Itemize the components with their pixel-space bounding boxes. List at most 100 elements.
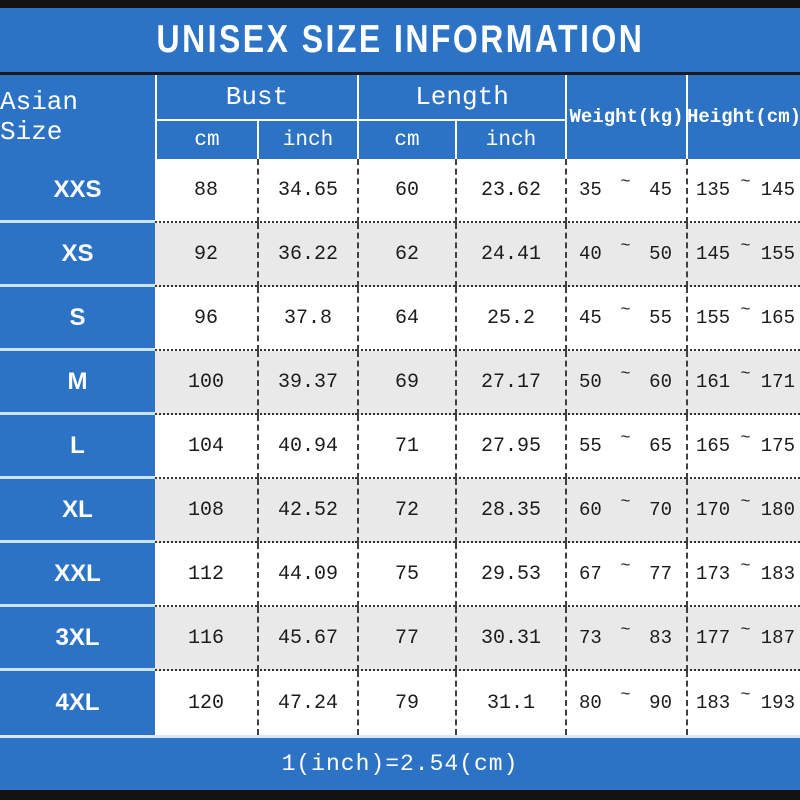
bust-cm-cell: 108: [155, 479, 257, 543]
range-tilde: ~: [740, 428, 751, 448]
length-cm-cell: 77: [357, 607, 455, 671]
range-tilde: ~: [740, 364, 751, 384]
bottom-frame-bar: [0, 790, 800, 800]
size-label: XL: [0, 479, 155, 543]
height-range-cell: 165 ~175: [686, 415, 800, 479]
bust-cm-cell: 104: [155, 415, 257, 479]
height-range-cell: 183 ~193: [686, 671, 800, 735]
table-row: XXS 88 34.65 60 23.62 35 ~45 135 ~145: [0, 159, 800, 223]
weight-range-cell: 67 ~77: [565, 543, 686, 607]
length-cm-cell: 75: [357, 543, 455, 607]
range-tilde: ~: [620, 492, 631, 512]
height-max: 180: [760, 499, 795, 521]
weight-min: 35: [579, 179, 602, 201]
range-tilde: ~: [740, 685, 751, 705]
size-label: XXS: [0, 159, 155, 223]
weight-min: 40: [579, 243, 602, 265]
weight-range-cell: 60 ~70: [565, 479, 686, 543]
range-tilde: ~: [620, 685, 631, 705]
bust-inch-cell: 36.22: [257, 223, 357, 287]
bust-inch-cell: 34.65: [257, 159, 357, 223]
bust-inch-cell: 42.52: [257, 479, 357, 543]
weight-max: 90: [649, 692, 672, 714]
bust-cm-cell: 112: [155, 543, 257, 607]
weight-min: 45: [579, 307, 602, 329]
weight-range-cell: 40 ~50: [565, 223, 686, 287]
weight-max: 55: [649, 307, 672, 329]
bust-cm-cell: 100: [155, 351, 257, 415]
weight-min: 50: [579, 371, 602, 393]
size-label: XXL: [0, 543, 155, 607]
weight-max: 77: [649, 563, 672, 585]
weight-min: 60: [579, 499, 602, 521]
length-cm-cell: 79: [357, 671, 455, 735]
table-row: XS 92 36.22 62 24.41 40 ~50 145 ~155: [0, 223, 800, 287]
weight-min: 73: [579, 627, 602, 649]
height-max: 193: [760, 692, 795, 714]
range-tilde: ~: [740, 620, 751, 640]
length-cm-cell: 69: [357, 351, 455, 415]
table-row: L 104 40.94 71 27.95 55 ~65 165 ~175: [0, 415, 800, 479]
height-column-header: Height(cm): [686, 75, 800, 159]
length-inch-cell: 29.53: [455, 543, 565, 607]
height-max: 171: [760, 371, 795, 393]
height-range-cell: 170 ~180: [686, 479, 800, 543]
size-label: M: [0, 351, 155, 415]
bust-group-header: Bust: [155, 75, 357, 119]
weight-min: 80: [579, 692, 602, 714]
table-header: Asian Size Bust Length Weight(kg) Height…: [0, 75, 800, 159]
bust-cm-cell: 116: [155, 607, 257, 671]
length-inch-cell: 27.95: [455, 415, 565, 479]
weight-range-cell: 80 ~90: [565, 671, 686, 735]
height-range-cell: 161 ~171: [686, 351, 800, 415]
range-tilde: ~: [620, 364, 631, 384]
weight-column-header: Weight(kg): [565, 75, 686, 159]
size-label: 3XL: [0, 607, 155, 671]
weight-range-cell: 73 ~83: [565, 607, 686, 671]
bust-inch-cell: 44.09: [257, 543, 357, 607]
bust-cm-cell: 120: [187, 691, 224, 715]
height-min: 135: [696, 179, 731, 201]
weight-min: 67: [579, 563, 602, 585]
weight-max: 83: [649, 627, 672, 649]
bust-inch-cell: 37.8: [257, 287, 357, 351]
range-tilde: ~: [740, 300, 751, 320]
range-tilde: ~: [740, 492, 751, 512]
weight-range-cell: 55 ~65: [565, 415, 686, 479]
bust-cm-cell: 92: [155, 223, 257, 287]
bust-cm-cell: 88: [155, 159, 257, 223]
height-range-cell: 135 ~145: [686, 159, 800, 223]
bust-inch-cell: 45.67: [257, 607, 357, 671]
height-min: 155: [696, 307, 731, 329]
conversion-note: 1(inch)=2.54(cm): [281, 751, 519, 777]
weight-range-cell: 45 ~55: [565, 287, 686, 351]
range-tilde: ~: [620, 620, 631, 640]
height-max: 145: [760, 179, 795, 201]
height-min: 165: [696, 435, 731, 457]
weight-range-cell: 50 ~60: [565, 351, 686, 415]
height-max: 155: [760, 243, 795, 265]
weight-max: 45: [649, 179, 672, 201]
height-range-cell: 145 ~155: [686, 223, 800, 287]
size-label: S: [0, 287, 155, 351]
table-row: XXL 112 44.09 75 29.53 67 ~77 173 ~183: [0, 543, 800, 607]
length-cm-cell: 72: [357, 479, 455, 543]
table-row: XL 108 42.52 72 28.35 60 ~70 170 ~180: [0, 479, 800, 543]
title-band: UNISEX SIZE INFORMATION: [0, 8, 800, 72]
range-tilde: ~: [740, 172, 751, 192]
height-range-cell: 173 ~183: [686, 543, 800, 607]
size-label: XS: [0, 223, 155, 287]
length-inch-cell: 27.17: [455, 351, 565, 415]
height-range-cell: 177 ~187: [686, 607, 800, 671]
weight-max: 70: [649, 499, 672, 521]
weight-max: 60: [649, 371, 672, 393]
bust-inch-cell: 39.37: [257, 351, 357, 415]
size-label: L: [0, 415, 155, 479]
height-max: 165: [760, 307, 795, 329]
range-tilde: ~: [740, 556, 751, 576]
height-max: 183: [760, 563, 795, 585]
page-title: UNISEX SIZE INFORMATION: [156, 18, 644, 61]
footer-band: 1(inch)=2.54(cm): [0, 735, 800, 790]
bust-cm-subheader: cm: [155, 119, 257, 159]
height-max: 187: [760, 627, 795, 649]
